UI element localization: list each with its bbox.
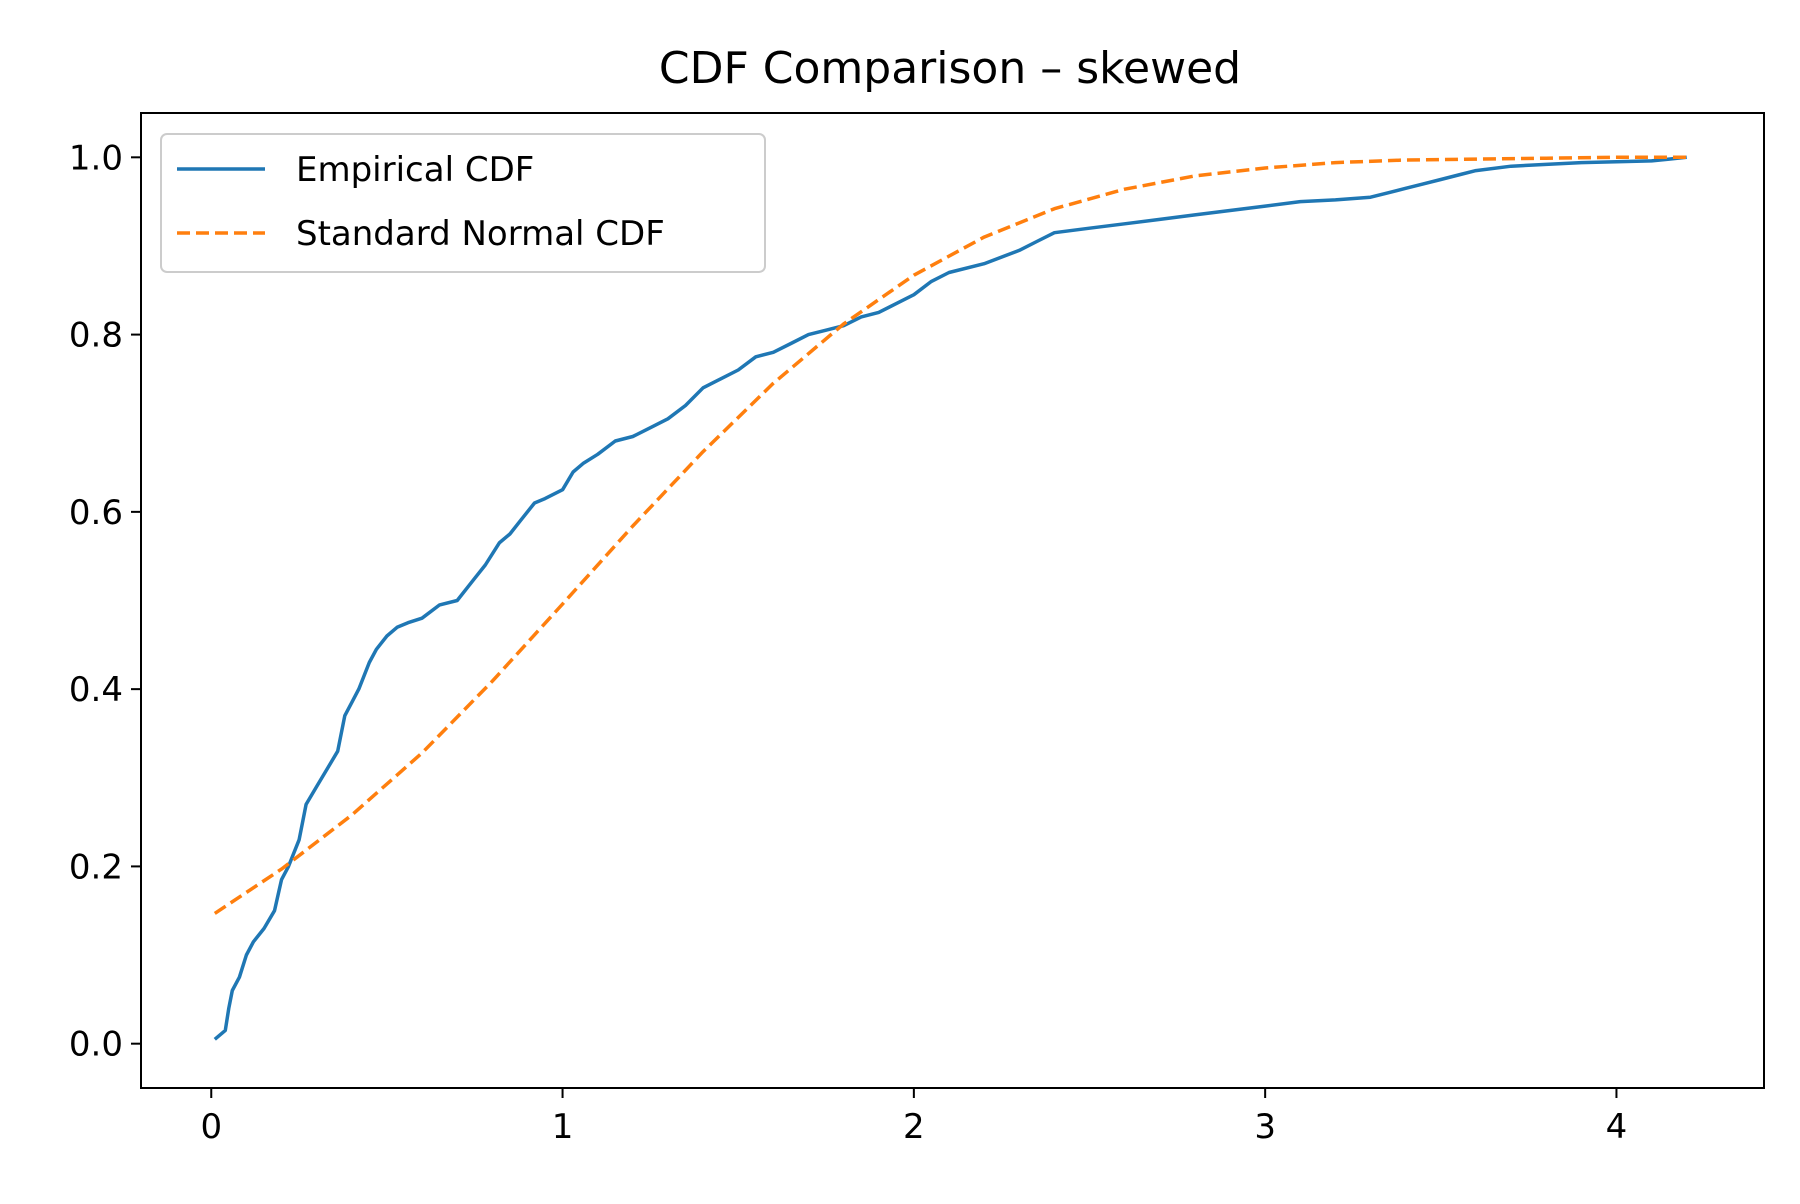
y-tick-label: 0.6 [69, 493, 123, 533]
series-layer [213, 155, 1691, 1041]
y-axis: 0.0 0.2 0.4 0.6 0.8 1.0 [69, 138, 141, 1065]
y-tick-label: 1.0 [69, 138, 123, 178]
series-line-empirical-cdf [213, 155, 1687, 1041]
x-tick-label: 4 [1606, 1107, 1628, 1147]
legend: Empirical CDF Standard Normal CDF [160, 133, 766, 273]
y-tick-label: 0.8 [69, 316, 123, 356]
y-tick-label: 0.2 [69, 847, 123, 887]
chart-title: CDF Comparison – skewed [659, 43, 1241, 94]
legend-box [160, 133, 766, 273]
plot-background [141, 113, 1764, 1088]
x-axis: 0 1 2 3 4 [200, 1088, 1627, 1147]
plot-frame [140, 112, 1765, 1089]
y-tick-label: 0.0 [69, 1025, 123, 1065]
y-tick-label: 0.4 [69, 670, 123, 710]
legend-label-empirical-cdf: Empirical CDF [296, 150, 534, 190]
x-tick-label: 2 [903, 1107, 925, 1147]
plot-area [140, 112, 1765, 1089]
x-tick-label: 0 [200, 1107, 222, 1147]
series-line-standard-normal-cdf [213, 155, 1691, 915]
x-tick-label: 3 [1254, 1107, 1276, 1147]
x-tick-label: 1 [552, 1107, 574, 1147]
legend-label-standard-normal-cdf: Standard Normal CDF [296, 214, 665, 254]
